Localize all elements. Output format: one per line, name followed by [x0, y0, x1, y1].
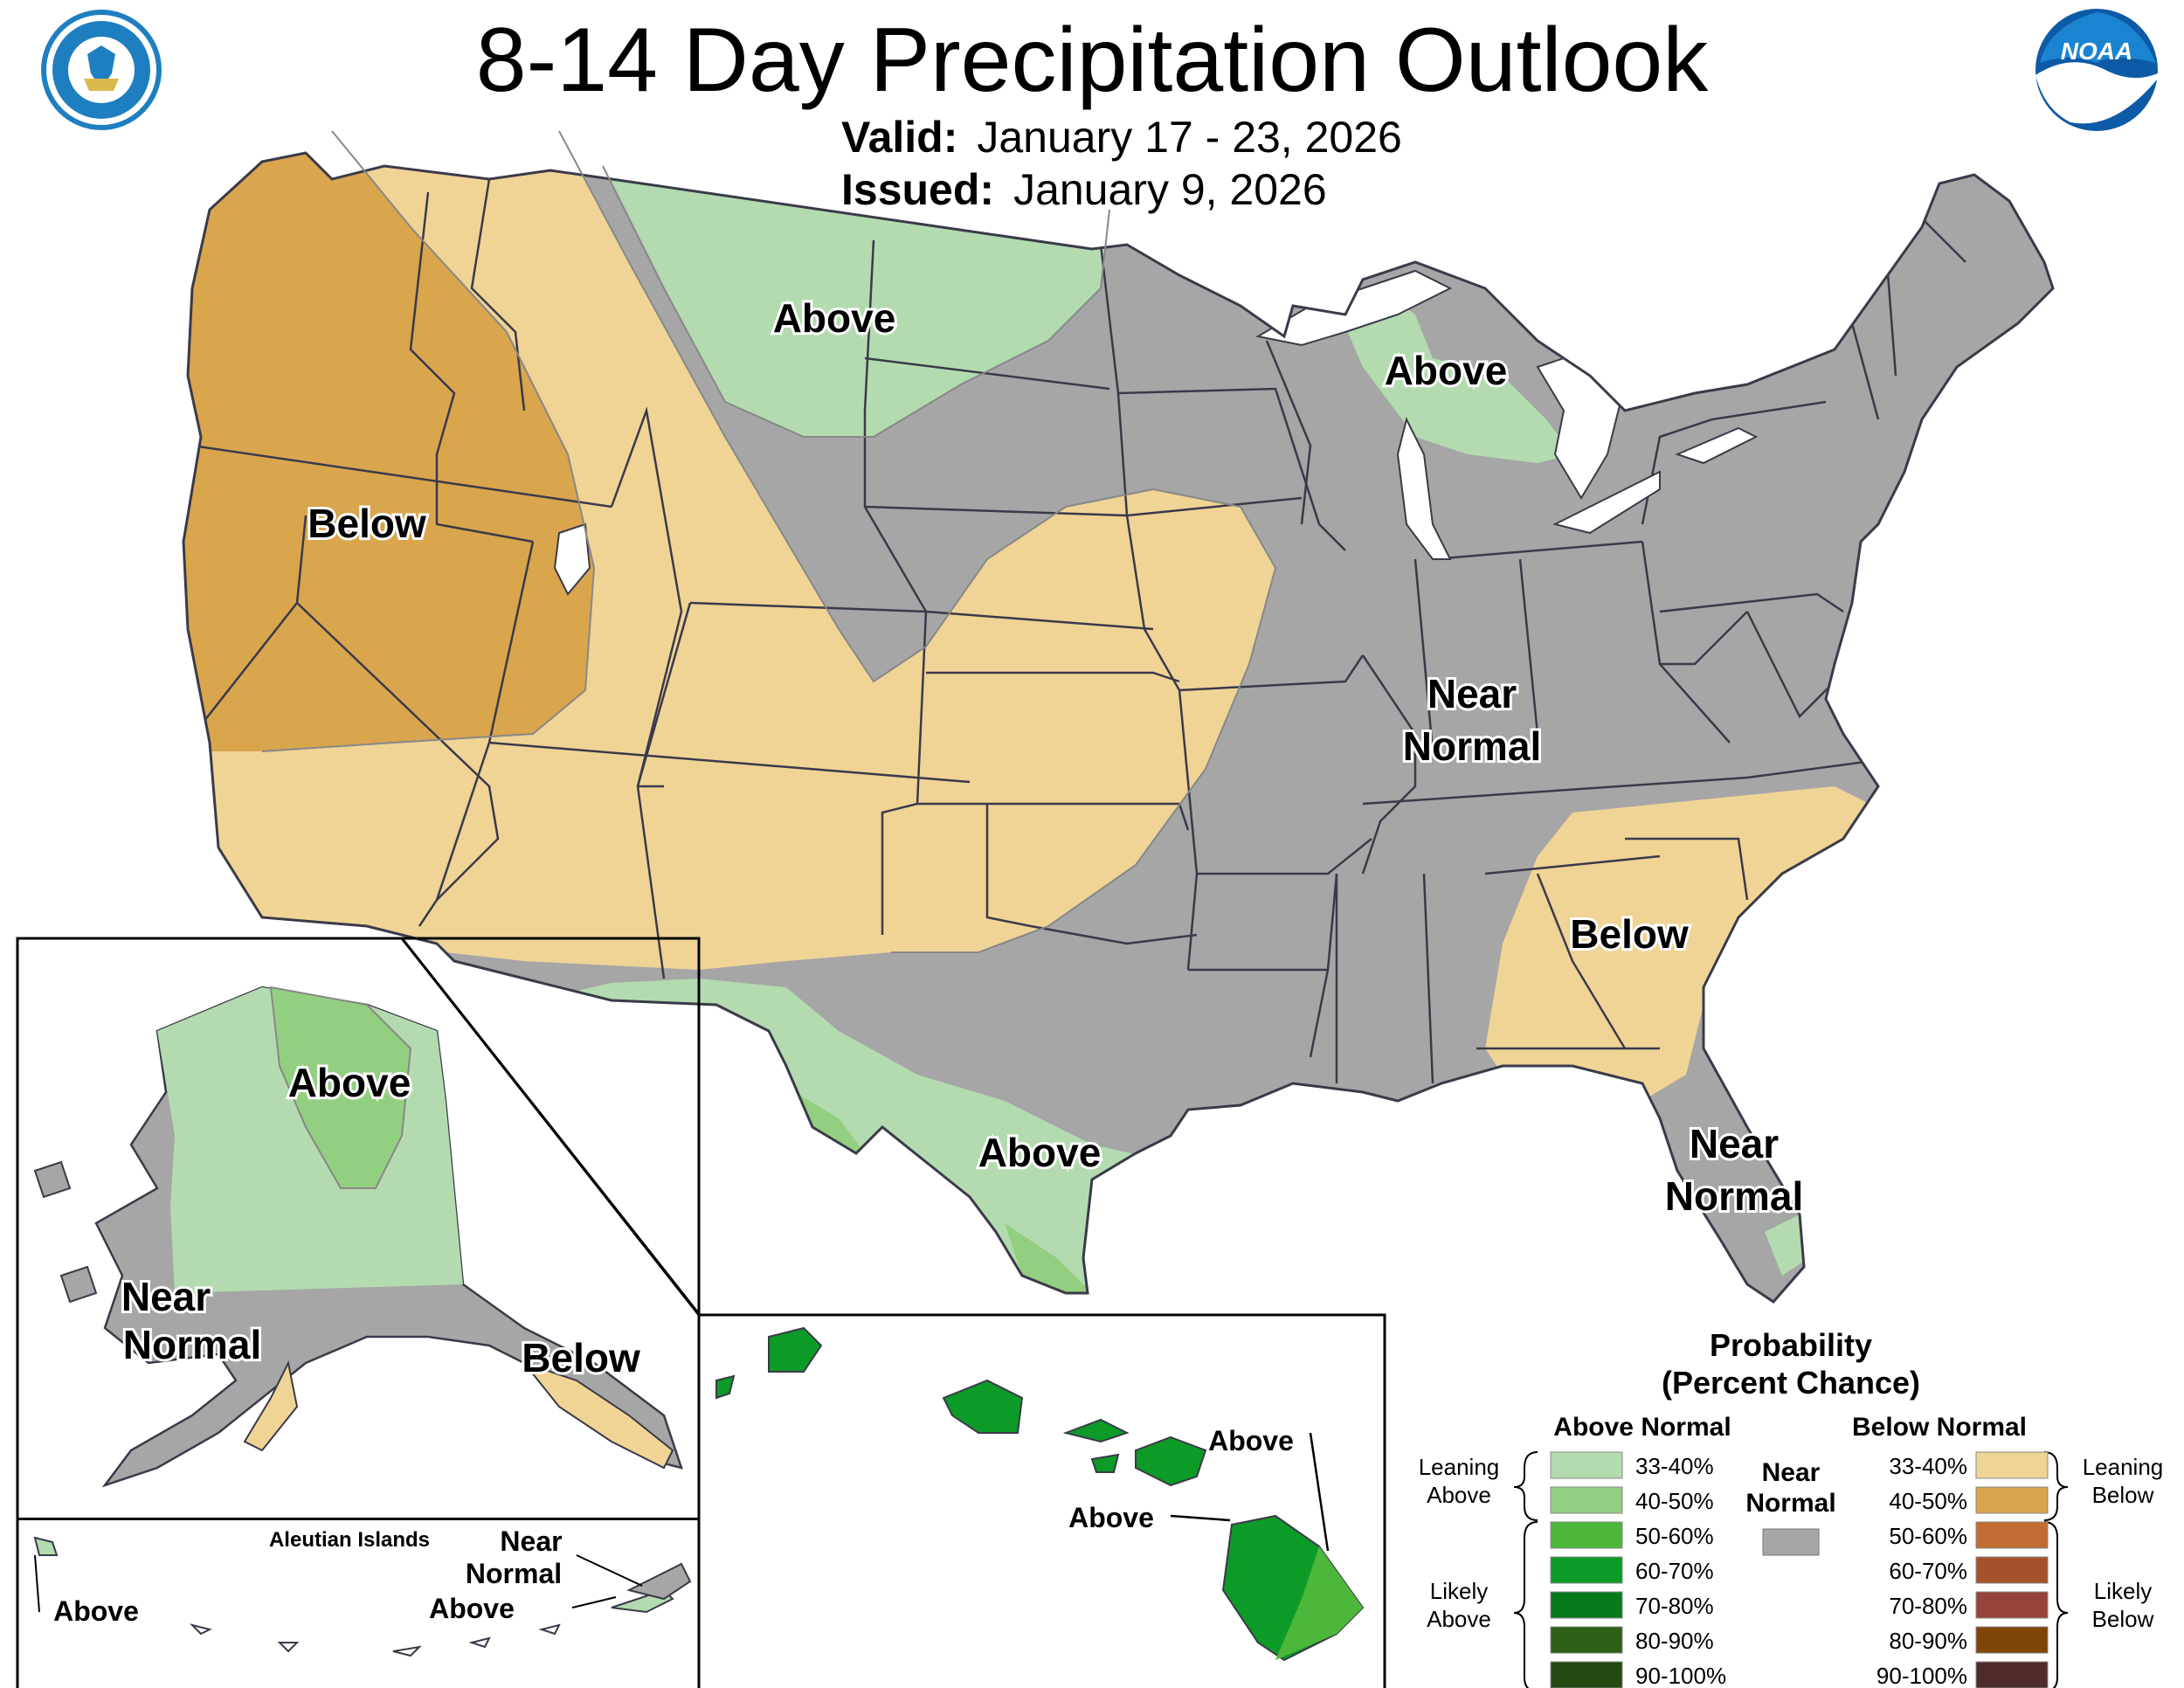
- legend-title-line2: (Percent Chance): [1662, 1365, 1920, 1401]
- label-florida-normal: Normal: [1665, 1173, 1803, 1219]
- label-aleutian-normal: Normal: [466, 1558, 562, 1589]
- legend-above-label-6: 90-100%: [1635, 1663, 1726, 1688]
- hawaii-islands: [715, 1326, 1365, 1662]
- legend: Probability (Percent Chance) Above Norma…: [1419, 1327, 2164, 1688]
- conus-labels: Below Above Above Near Normal Below Near…: [305, 293, 1806, 1221]
- label-hawaii-central-above: Above: [1068, 1502, 1154, 1533]
- legend-likely-above-1: Likely: [1430, 1578, 1488, 1604]
- aleutian-islands: [33, 1536, 692, 1657]
- alaska-map: [33, 986, 683, 1488]
- legend-below-swatch-1: [1975, 1486, 2049, 1514]
- issued-value: January 9, 2026: [1013, 165, 1327, 214]
- legend-above-rows: 33-40% 40-50% 50-60% 60-70% 70-80% 80-90% 90-1…: [1550, 1451, 1726, 1688]
- legend-below-swatch-4: [1975, 1591, 2049, 1619]
- label-alaska-below: Below: [522, 1335, 640, 1380]
- legend-below-label-5: 80-90%: [1889, 1628, 1967, 1654]
- label-northern-plains-above: Above: [773, 295, 896, 341]
- issued-date: Issued: January 9, 2026: [841, 164, 1327, 215]
- legend-below-label-2: 50-60%: [1889, 1523, 1967, 1549]
- legend-above-header: Above Normal: [1553, 1413, 1731, 1442]
- aleutian-labels: Aleutian Islands Above Near Normal Above: [53, 1525, 562, 1627]
- legend-below-swatch-0: [1975, 1451, 2049, 1479]
- state-boundaries: [191, 178, 1966, 1084]
- legend-leaning-below-2: Below: [2092, 1482, 2154, 1508]
- legend-below-label-4: 70-80%: [1889, 1593, 1967, 1619]
- legend-above-swatch-1: [1550, 1486, 1623, 1514]
- legend-above-swatch-3: [1550, 1556, 1623, 1584]
- legend-above-label-0: 33-40%: [1635, 1453, 1714, 1479]
- valid-label: Valid:: [841, 113, 958, 162]
- legend-leaning-above-1: Leaning: [1419, 1454, 1500, 1480]
- legend-below-label-6: 90-100%: [1876, 1663, 1967, 1688]
- legend-below-swatch-3: [1975, 1556, 2049, 1584]
- great-lakes: [553, 269, 1759, 596]
- legend-leaning-below-1: Leaning: [2083, 1454, 2164, 1480]
- hawaii-labels: Above Above: [1068, 1425, 1294, 1533]
- legend-leaning-above-2: Above: [1427, 1482, 1491, 1508]
- legend-above-label-4: 70-80%: [1635, 1593, 1714, 1619]
- legend-below-header: Below Normal: [1852, 1413, 2027, 1442]
- page-title: 8-14 Day Precipitation Outlook: [475, 10, 1709, 111]
- legend-likely-below-2: Below: [2092, 1606, 2154, 1632]
- legend-below-label-0: 33-40%: [1889, 1453, 1967, 1479]
- label-texas-above: Above: [978, 1130, 1102, 1175]
- commerce-seal: [41, 10, 162, 130]
- legend-below-rows: 33-40% 40-50% 50-60% 60-70% 70-80% 80-90% 90-1…: [1876, 1451, 2049, 1688]
- label-alaska-above: Above: [288, 1060, 411, 1105]
- legend-above-label-1: 40-50%: [1635, 1488, 1714, 1514]
- legend-title-line1: Probability: [1710, 1327, 1872, 1363]
- issued-label: Issued:: [841, 165, 995, 214]
- legend-near-swatch: [1762, 1528, 1820, 1556]
- legend-above-label-3: 60-70%: [1635, 1558, 1714, 1584]
- noaa-logo: NOAA: [2035, 9, 2158, 131]
- alaska-labels: Above Near Normal Below: [119, 1057, 643, 1383]
- legend-above-swatch-6: [1550, 1661, 1623, 1688]
- label-aleutian-east-above: Above: [429, 1593, 515, 1624]
- legend-below-swatch-2: [1975, 1521, 2049, 1549]
- legend-above-swatch-0: [1550, 1451, 1623, 1479]
- legend-below-swatch-5: [1975, 1626, 2049, 1654]
- label-great-lakes-above: Above: [1385, 348, 1508, 393]
- legend-above-label-2: 50-60%: [1635, 1523, 1714, 1549]
- legend-likely-below-1: Likely: [2094, 1578, 2152, 1604]
- legend-above-swatch-4: [1550, 1591, 1623, 1619]
- label-aleutian-west-above: Above: [53, 1595, 139, 1627]
- label-florida-near: Near: [1690, 1121, 1779, 1166]
- valid-value: January 17 - 23, 2026: [977, 113, 1402, 162]
- legend-above-swatch-5: [1550, 1626, 1623, 1654]
- label-east-near: Near: [1427, 671, 1517, 716]
- label-alaska-normal: Normal: [123, 1322, 261, 1367]
- legend-below-swatch-6: [1975, 1661, 2049, 1688]
- eagle-icon: [87, 45, 115, 89]
- legend-below-label-3: 60-70%: [1889, 1558, 1967, 1584]
- valid-dates: Valid: January 17 - 23, 2026: [841, 112, 1402, 163]
- legend-likely-above-2: Above: [1427, 1606, 1491, 1632]
- noaa-wordmark: NOAA: [2061, 38, 2132, 65]
- label-aleutian-near: Near: [500, 1525, 562, 1557]
- legend-below-label-1: 40-50%: [1889, 1488, 1967, 1514]
- label-east-normal: Normal: [1403, 723, 1541, 769]
- conus-regions: [183, 153, 2053, 1302]
- label-alaska-near: Near: [121, 1274, 211, 1319]
- aleutian-title: Aleutian Islands: [269, 1528, 430, 1552]
- legend-near-line1: Near: [1762, 1458, 1821, 1487]
- legend-near-line2: Normal: [1745, 1489, 1835, 1518]
- legend-above-swatch-2: [1550, 1521, 1623, 1549]
- legend-above-label-5: 80-90%: [1635, 1628, 1714, 1654]
- label-northwest-below: Below: [308, 501, 426, 546]
- label-southeast-below: Below: [1570, 911, 1689, 957]
- label-hawaii-east-above: Above: [1208, 1425, 1294, 1456]
- probability-contours: [261, 130, 1277, 953]
